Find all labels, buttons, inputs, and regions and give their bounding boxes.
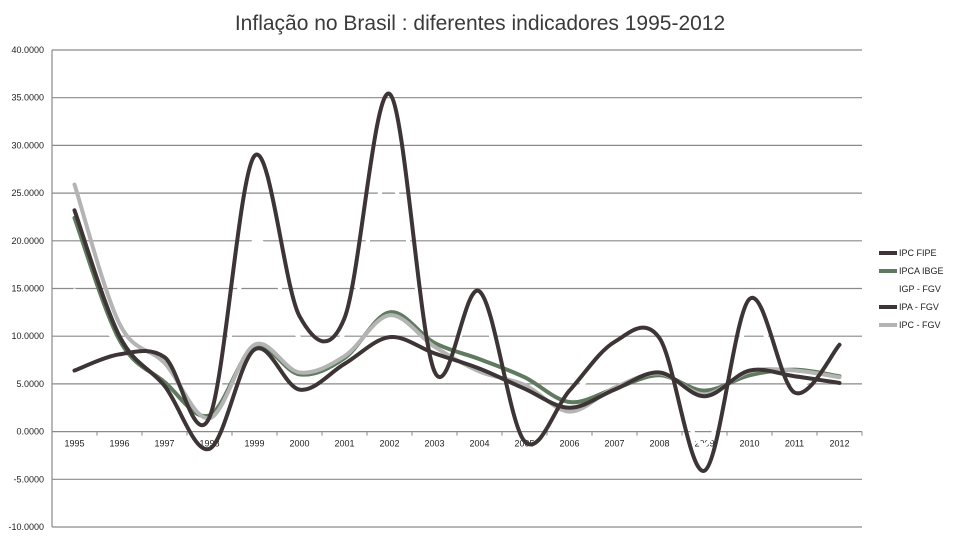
series-line-ipa-fgv — [72, 91, 842, 473]
series-line-ipca-ibge — [72, 215, 842, 419]
series-line-ipc-fipe — [72, 208, 842, 451]
legend-label: IPCA IBGE — [899, 266, 944, 276]
x-tick-label: 1995 — [64, 439, 84, 449]
grid-layer — [52, 49, 862, 528]
x-tick-label: 2000 — [289, 439, 309, 449]
x-tick-label: 1997 — [154, 439, 174, 449]
legend-label: IGP - FGV — [899, 284, 941, 294]
x-tick-label: 1999 — [244, 439, 264, 449]
y-tick-label: 30.0000 — [11, 140, 44, 150]
series-layer — [72, 91, 842, 473]
x-tick-label: 1996 — [109, 439, 129, 449]
y-tick-label: 15.0000 — [11, 284, 44, 294]
x-tick-label: 2010 — [739, 439, 759, 449]
x-tick-label: 2003 — [424, 439, 444, 449]
x-tick-label: 2011 — [785, 439, 804, 449]
y-tick-label: 0.0000 — [16, 427, 44, 437]
x-tick-label: 2012 — [829, 439, 849, 449]
y-tick-label: -5.0000 — [13, 474, 44, 484]
legend-label: IPA - FGV — [899, 302, 939, 312]
y-tick-label: 40.0000 — [11, 45, 44, 55]
y-tick-label: 20.0000 — [11, 236, 44, 246]
y-tick-label: 25.0000 — [11, 188, 44, 198]
y-tick-label: 10.0000 — [11, 331, 44, 341]
chart-title: Inflação no Brasil : diferentes indicado… — [235, 12, 725, 35]
x-tick-label: 2004 — [469, 439, 489, 449]
x-tick-label: 2002 — [379, 439, 399, 449]
x-tick-label: 2006 — [559, 439, 579, 449]
legend-label: IPC - FGV — [899, 320, 941, 330]
x-tick-label: 2007 — [604, 439, 624, 449]
y-tick-label: -10.0000 — [8, 522, 44, 532]
y-tick-label: 35.0000 — [11, 93, 44, 103]
y-tick-label: 5.0000 — [16, 379, 44, 389]
x-tick-label: 2008 — [649, 439, 669, 449]
x-tick-label: 2001 — [334, 439, 354, 449]
legend-label: IPC FIPE — [899, 248, 937, 258]
x-tick-label: 1998 — [199, 439, 219, 449]
legend: IPC FIPE IPCA IBGE IGP - FGV IPA - FGV IPC -… — [879, 248, 944, 330]
axis-layer: 40.0000 35.0000 30.0000 25.0000 20.0000 15.00… — [8, 45, 863, 532]
